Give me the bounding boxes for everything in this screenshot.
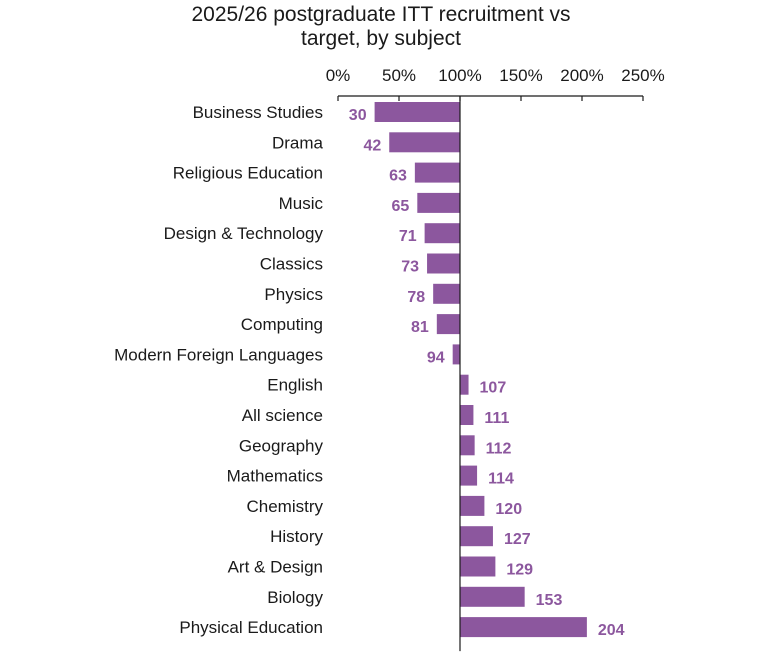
bar <box>417 192 460 213</box>
data-label: 107 <box>480 380 507 397</box>
x-tick-label: 0% <box>326 66 351 85</box>
bar <box>460 586 525 607</box>
category-label: Chemistry <box>246 497 323 516</box>
bar <box>460 495 485 516</box>
x-tick-label: 250% <box>621 66 664 85</box>
data-label: 81 <box>411 319 429 336</box>
category-label: English <box>267 376 323 395</box>
category-label: Classics <box>260 255 323 274</box>
x-axis: 0% 50% 100% 150% 200% 250% <box>326 66 665 101</box>
category-label: Geography <box>239 436 324 455</box>
bar <box>460 526 493 547</box>
data-labels: 30 42 63 65 71 73 78 81 94 107 111 112 114 120 127 1291… <box>349 107 625 639</box>
data-label: 111 <box>484 410 509 427</box>
x-tick-label: 150% <box>499 66 542 85</box>
x-tick-label: 200% <box>560 66 603 85</box>
bar <box>433 283 460 304</box>
bar <box>460 465 478 486</box>
category-label: Computing <box>241 315 323 334</box>
data-label: 94 <box>427 349 445 366</box>
bar <box>427 253 460 274</box>
bars <box>374 102 587 638</box>
bar <box>460 617 587 638</box>
x-tick-label: 50% <box>382 66 416 85</box>
bar <box>436 314 460 335</box>
data-label: 112 <box>486 440 512 457</box>
chart-title: 2025/26 postgraduate ITT recruitment vs … <box>192 3 571 50</box>
data-label: 204 <box>598 622 625 639</box>
data-label: 63 <box>389 168 407 185</box>
category-label: Drama <box>272 133 324 152</box>
data-label: 42 <box>363 137 381 154</box>
category-labels: Business Studies Drama Religious Education… <box>114 103 323 637</box>
data-label: 153 <box>536 592 563 609</box>
x-tick-label: 100% <box>438 66 481 85</box>
category-label: History <box>270 527 323 546</box>
data-label: 114 <box>488 471 514 488</box>
data-label: 73 <box>401 259 419 276</box>
data-label: 71 <box>399 228 417 245</box>
bar <box>374 102 460 122</box>
data-label: 30 <box>349 107 367 124</box>
bar <box>424 223 460 244</box>
bar <box>452 344 460 365</box>
data-label: 65 <box>392 198 410 215</box>
bar <box>460 374 469 395</box>
category-label: Modern Foreign Languages <box>114 345 323 364</box>
category-label: All science <box>242 406 323 425</box>
chart-title-line-2: target, by subject <box>301 27 461 50</box>
data-label: 120 <box>495 501 522 518</box>
data-label: 78 <box>407 289 425 306</box>
category-label: Art & Design <box>228 558 323 577</box>
chart-title-line-1: 2025/26 postgraduate ITT recruitment vs <box>192 3 571 26</box>
data-label: 127 <box>504 531 531 548</box>
category-label: Music <box>279 194 324 213</box>
bar <box>414 162 460 183</box>
bar <box>460 556 496 577</box>
category-label: Physics <box>264 285 323 304</box>
category-label: Design & Technology <box>164 224 324 243</box>
bar <box>389 132 460 153</box>
data-label: 129 <box>506 562 533 579</box>
category-label: Business Studies <box>193 103 323 122</box>
category-label: Biology <box>267 588 323 607</box>
category-label: Physical Education <box>179 618 323 637</box>
category-label: Religious Education <box>173 164 323 183</box>
category-label: Mathematics <box>227 467 323 486</box>
bar <box>460 405 474 425</box>
bar <box>460 435 475 456</box>
